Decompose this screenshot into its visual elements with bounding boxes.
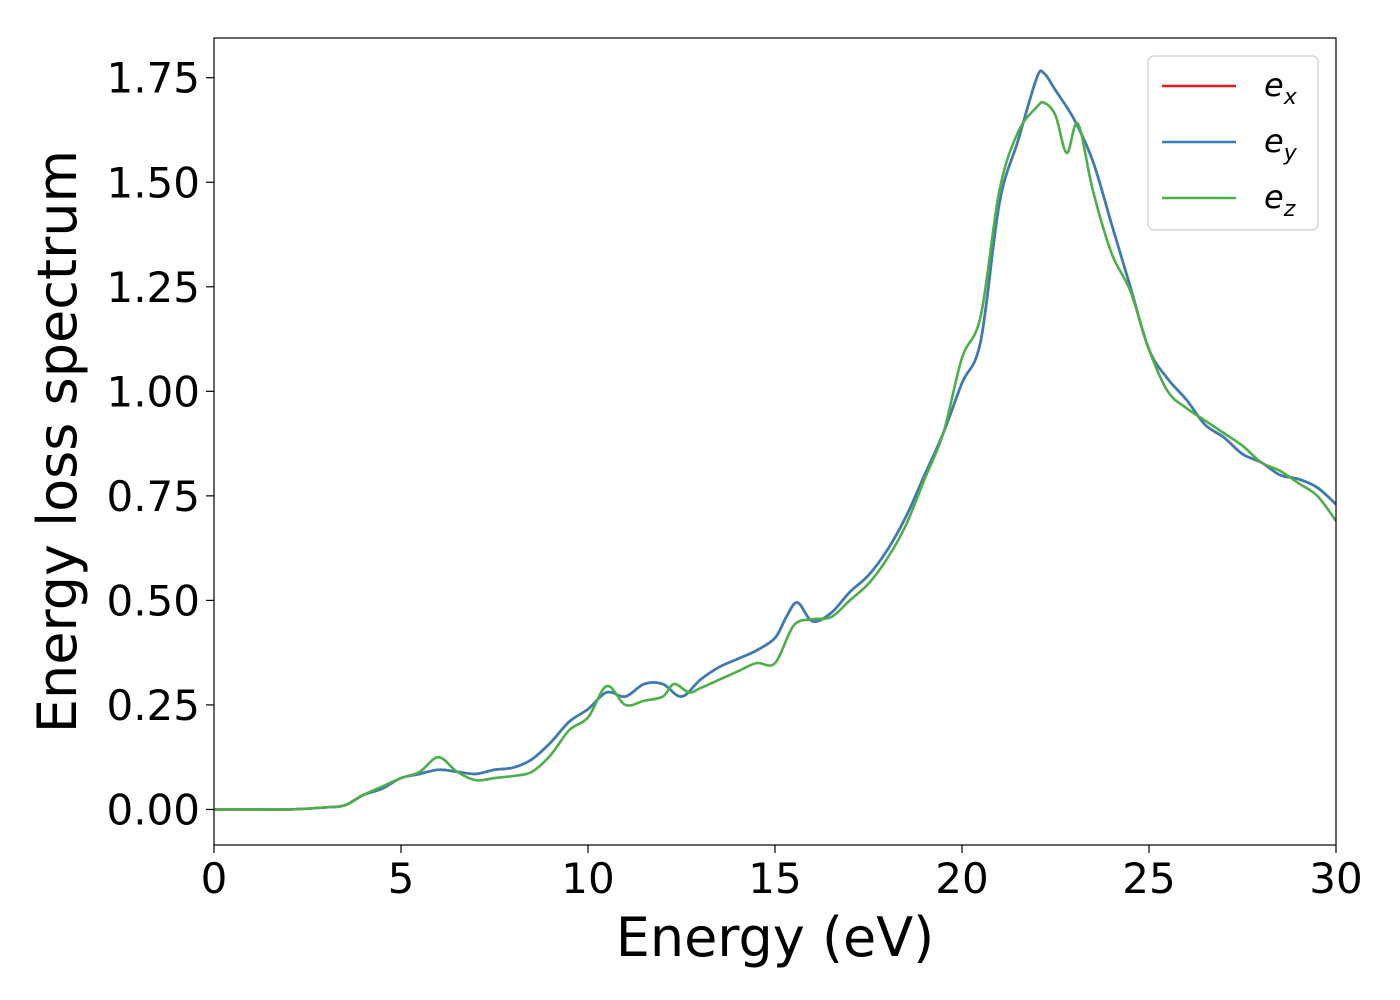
x-tick-label: 20: [935, 854, 988, 903]
y-axis-ticks: 0.00 0.25 0.50 0.75 1.00 1.25 1.50 1.75: [106, 54, 214, 834]
legend-label-y: ey: [1264, 122, 1298, 166]
x-axis-ticks: 0 5 10 15 20 25 30: [201, 845, 1363, 903]
y-tick-label: 0.50: [106, 576, 200, 625]
y-tick-label: 1.50: [106, 158, 200, 207]
legend: ex ey ez: [1147, 55, 1319, 231]
x-axis-title: Energy (eV): [616, 906, 935, 969]
x-tick-label: 30: [1309, 854, 1362, 903]
y-tick-label: 1.25: [106, 263, 200, 312]
y-tick-label: 1.00: [106, 367, 200, 416]
y-tick-label: 0.75: [106, 472, 200, 521]
x-tick-label: 5: [388, 854, 415, 903]
x-tick-label: 0: [201, 854, 228, 903]
y-axis-title: Energy loss spectrum: [26, 150, 89, 733]
x-tick-label: 10: [561, 854, 614, 903]
x-tick-label: 15: [748, 854, 801, 903]
y-tick-label: 0.00: [106, 785, 200, 834]
series-line-z: [214, 100, 1336, 811]
x-tick-label: 25: [1122, 854, 1175, 903]
y-tick-label: 1.75: [106, 54, 200, 103]
legend-label-z: ez: [1264, 178, 1296, 222]
legend-label-x: ex: [1264, 66, 1298, 110]
series-layer: [214, 69, 1336, 811]
y-tick-label: 0.25: [106, 681, 200, 730]
